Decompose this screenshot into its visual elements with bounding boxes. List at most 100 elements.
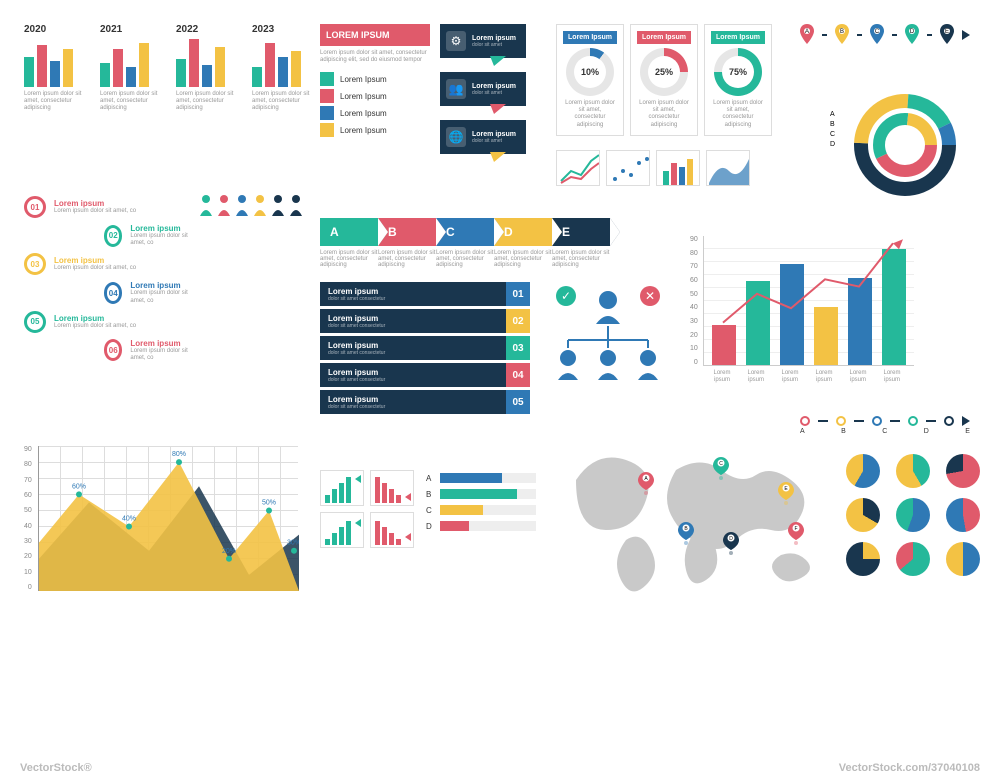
- ring-chart: A B C D: [830, 90, 960, 202]
- map-pin: D: [723, 532, 739, 555]
- mini-area-icon: [706, 150, 750, 186]
- year-label: 2021: [100, 24, 162, 35]
- spark-down-red2-icon: [370, 512, 414, 548]
- pie-small: [946, 542, 980, 576]
- watermark-left: VectorStock®: [20, 762, 92, 774]
- dark-list-item: Lorem ipsumdolor sit amet consectetur05: [320, 390, 530, 414]
- numbered-item: 06Lorem ipsumLorem ipsum dolor sit amet,…: [104, 339, 194, 362]
- pie-grid: [846, 454, 986, 576]
- svg-text:C: C: [830, 131, 835, 138]
- svg-text:F: F: [794, 526, 797, 532]
- pie-small: [846, 454, 880, 488]
- svg-text:B: B: [830, 121, 835, 128]
- svg-text:A: A: [830, 111, 835, 118]
- progress-row: D: [426, 518, 536, 534]
- pie-small: [946, 498, 980, 532]
- svg-text:E: E: [945, 29, 949, 35]
- map-pin: F: [788, 522, 804, 545]
- world-map: ABCDEF: [556, 430, 836, 602]
- card-icon: 👥: [446, 79, 466, 99]
- timeline-dot: [908, 416, 918, 426]
- svg-text:C: C: [719, 461, 723, 467]
- legend-item: Lorem Ipsum: [320, 72, 430, 86]
- dark-list: Lorem ipsumdolor sit amet consectetur01 L…: [320, 282, 530, 417]
- donut-cards: Lorem IpsumLorem ipsum dolor sit amet, c…: [556, 24, 772, 136]
- arrow-captions: Lorem ipsum dolor sit amet, consectetur …: [320, 250, 610, 268]
- timeline-top: ABCDE: [800, 24, 970, 46]
- year-label: 2023: [252, 24, 314, 35]
- svg-text:50%: 50%: [262, 499, 276, 506]
- org-chart: ✓ ✕: [548, 282, 668, 394]
- spark-up-green-icon: [320, 470, 364, 506]
- timeline-dot: [836, 416, 846, 426]
- svg-text:40%: 40%: [122, 516, 136, 523]
- svg-text:✓: ✓: [561, 289, 571, 303]
- org-svg: ✓ ✕: [548, 282, 668, 392]
- numbered-item: 03Lorem ipsumLorem ipsum dolor sit amet,…: [24, 253, 194, 275]
- person-icon: [252, 194, 268, 216]
- timeline-dot: [872, 416, 882, 426]
- svg-text:20%: 20%: [222, 548, 236, 555]
- person-icon: [216, 194, 232, 216]
- numbered-item: 02Lorem ipsumLorem ipsum dolor sit amet,…: [104, 224, 194, 247]
- numbered-list: 01Lorem ipsumLorem ipsum dolor sit amet,…: [24, 190, 194, 368]
- pin-icon: E: [940, 24, 954, 46]
- pie-small: [896, 542, 930, 576]
- donut-card: Lorem IpsumLorem ipsum dolor sit amet, c…: [704, 24, 772, 136]
- svg-text:D: D: [830, 141, 835, 148]
- person-icon: [198, 194, 214, 216]
- mini-line-icon: [556, 150, 600, 186]
- area-chart: 0102030405060708090 60%40%80%20%50%30%: [24, 446, 298, 591]
- legend-item: Lorem Ipsum: [320, 123, 430, 137]
- donut-card: Lorem IpsumLorem ipsum dolor sit amet, c…: [630, 24, 698, 136]
- mini-dots-icon: [606, 150, 650, 186]
- speech-cards: ⚙Lorem ipsumdolor sit amet👥Lorem ipsumdo…: [440, 24, 526, 168]
- dark-list-item: Lorem ipsumdolor sit amet consectetur04: [320, 363, 530, 387]
- svg-text:A: A: [805, 29, 809, 35]
- ring-svg: A B C D: [830, 90, 960, 200]
- person-icon: [270, 194, 286, 216]
- area-svg: 60%40%80%20%50%30%: [39, 446, 299, 591]
- legend-item: Lorem Ipsum: [320, 89, 430, 103]
- person-icon: [288, 194, 304, 216]
- svg-text:D: D: [910, 29, 915, 35]
- spark-up-green2-icon: [320, 512, 364, 548]
- svg-text:60%: 60%: [72, 483, 86, 490]
- donut-card: Lorem IpsumLorem ipsum dolor sit amet, c…: [556, 24, 624, 136]
- year-label: 2020: [24, 24, 86, 35]
- big-bar-line: [703, 236, 943, 366]
- spark-down-red-icon: [370, 470, 414, 506]
- svg-text:B: B: [840, 29, 844, 35]
- header-title: LOREM IPSUM: [320, 24, 430, 46]
- progress-bars: ABCD: [426, 470, 536, 534]
- timeline-dot: [800, 416, 810, 426]
- speech-card: 👥Lorem ipsumdolor sit amet: [440, 72, 526, 106]
- card-icon: 🌐: [446, 127, 466, 147]
- progress-row: C: [426, 502, 536, 518]
- dark-list-item: Lorem ipsumdolor sit amet consectetur02: [320, 309, 530, 333]
- mini-bars-icon: [656, 150, 700, 186]
- svg-text:✕: ✕: [645, 289, 655, 303]
- dark-list-item: Lorem ipsumdolor sit amet consectetur01: [320, 282, 530, 306]
- card-icon: ⚙: [446, 31, 466, 51]
- header-box: LOREM IPSUM Lorem ipsum dolor sit amet, …: [320, 24, 430, 140]
- pie-small: [896, 498, 930, 532]
- pie-small: [846, 542, 880, 576]
- numbered-item: 01Lorem ipsumLorem ipsum dolor sit amet,…: [24, 196, 194, 218]
- svg-text:30%: 30%: [287, 540, 299, 547]
- legend: Lorem Ipsum Lorem Ipsum Lorem Ipsum Lorem I…: [320, 72, 430, 137]
- people-row: [198, 194, 304, 216]
- year-bar-groups: 2020Lorem ipsum dolor sit amet, consecte…: [24, 24, 314, 113]
- legend-item: Lorem Ipsum: [320, 106, 430, 120]
- mini-charts: [556, 150, 750, 186]
- numbered-item: 04Lorem ipsumLorem ipsum dolor sit amet,…: [104, 281, 194, 304]
- svg-text:D: D: [729, 536, 733, 542]
- dark-list-item: Lorem ipsumdolor sit amet consectetur03: [320, 336, 530, 360]
- watermark: VectorStock® VectorStock.com/37040108: [0, 762, 1000, 774]
- year-label: 2022: [176, 24, 238, 35]
- pin-icon: A: [800, 24, 814, 46]
- watermark-right: VectorStock.com/37040108: [839, 762, 980, 774]
- pie-small: [846, 498, 880, 532]
- big-bar-chart: 0102030405060708090 Lorem ipsumLorem ips…: [690, 236, 914, 384]
- pie-small: [896, 454, 930, 488]
